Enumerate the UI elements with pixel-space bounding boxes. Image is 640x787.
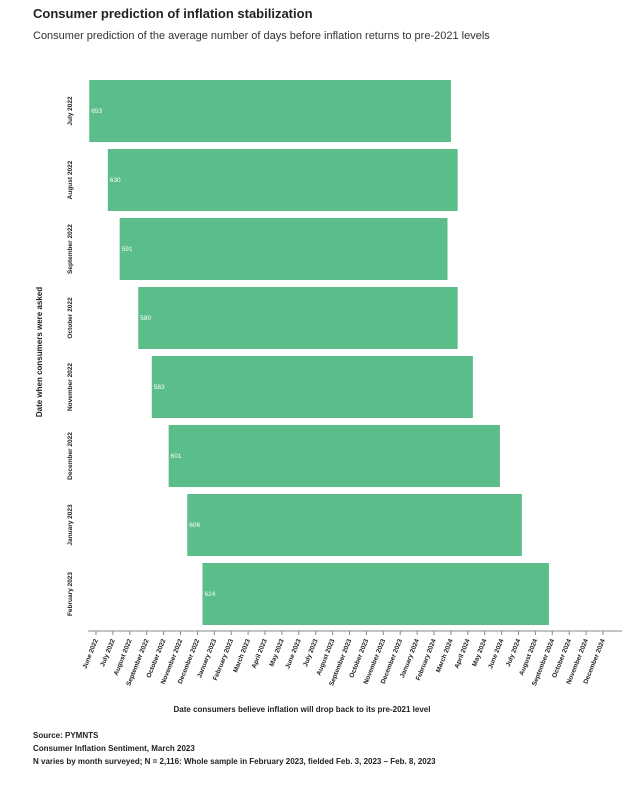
bar-february-2023 [202, 563, 549, 625]
y-tick-label: July 2022 [67, 96, 74, 126]
data-label: 580 [140, 315, 151, 322]
data-label: 653 [91, 108, 102, 115]
footer: Source: PYMNTS Consumer Inflation Sentim… [33, 729, 436, 768]
y-tick-label: February 2023 [67, 572, 74, 616]
y-tick-label: August 2022 [67, 160, 74, 199]
x-tick-label: May 2023 [268, 638, 285, 668]
y-tick-label: October 2022 [67, 297, 74, 339]
bar-october-2022 [138, 287, 458, 349]
bar-july-2022 [89, 80, 451, 142]
bar-december-2022 [168, 425, 500, 487]
chart-subtitle: Consumer prediction of the average numbe… [33, 30, 490, 42]
x-tick-label: June 2023 [284, 638, 302, 670]
data-label: 591 [122, 246, 133, 253]
bar-august-2022 [107, 149, 458, 211]
data-label: 583 [154, 384, 165, 391]
y-tick-label: January 2023 [67, 504, 74, 546]
source-text: Source: PYMNTS [33, 731, 99, 740]
x-tick-label: July 2024 [505, 638, 523, 668]
x-tick-label: July 2023 [302, 638, 320, 668]
x-tick-label: March 2024 [435, 638, 455, 674]
x-tick-label: June 2024 [487, 638, 505, 670]
y-axis-label: Date when consumers were asked [35, 287, 44, 417]
data-label: 624 [204, 591, 215, 598]
data-label: 630 [110, 177, 121, 184]
data-label: 606 [189, 522, 200, 529]
x-tick-label: May 2024 [471, 638, 488, 668]
bar-september-2022 [119, 218, 448, 280]
x-tick-label: March 2023 [232, 638, 252, 674]
chart-title: Consumer prediction of inflation stabili… [33, 6, 313, 21]
report-text: Consumer Inflation Sentiment, March 2023 [33, 744, 195, 753]
y-tick-label: November 2022 [67, 363, 74, 411]
y-tick-label: September 2022 [67, 224, 74, 274]
y-tick-label: December 2022 [67, 432, 74, 480]
x-axis-label: Date consumers believe inflation will dr… [174, 705, 431, 714]
x-tick-label: April 2023 [251, 638, 269, 670]
sample-note: N varies by month surveyed; N = 2,116: W… [33, 757, 436, 766]
x-tick-label: April 2024 [454, 638, 472, 670]
x-tick-label: July 2022 [99, 638, 117, 668]
data-label: 601 [171, 453, 182, 460]
bar-january-2023 [187, 494, 522, 556]
bar-november-2022 [151, 356, 473, 418]
x-tick-label: June 2022 [82, 638, 100, 670]
